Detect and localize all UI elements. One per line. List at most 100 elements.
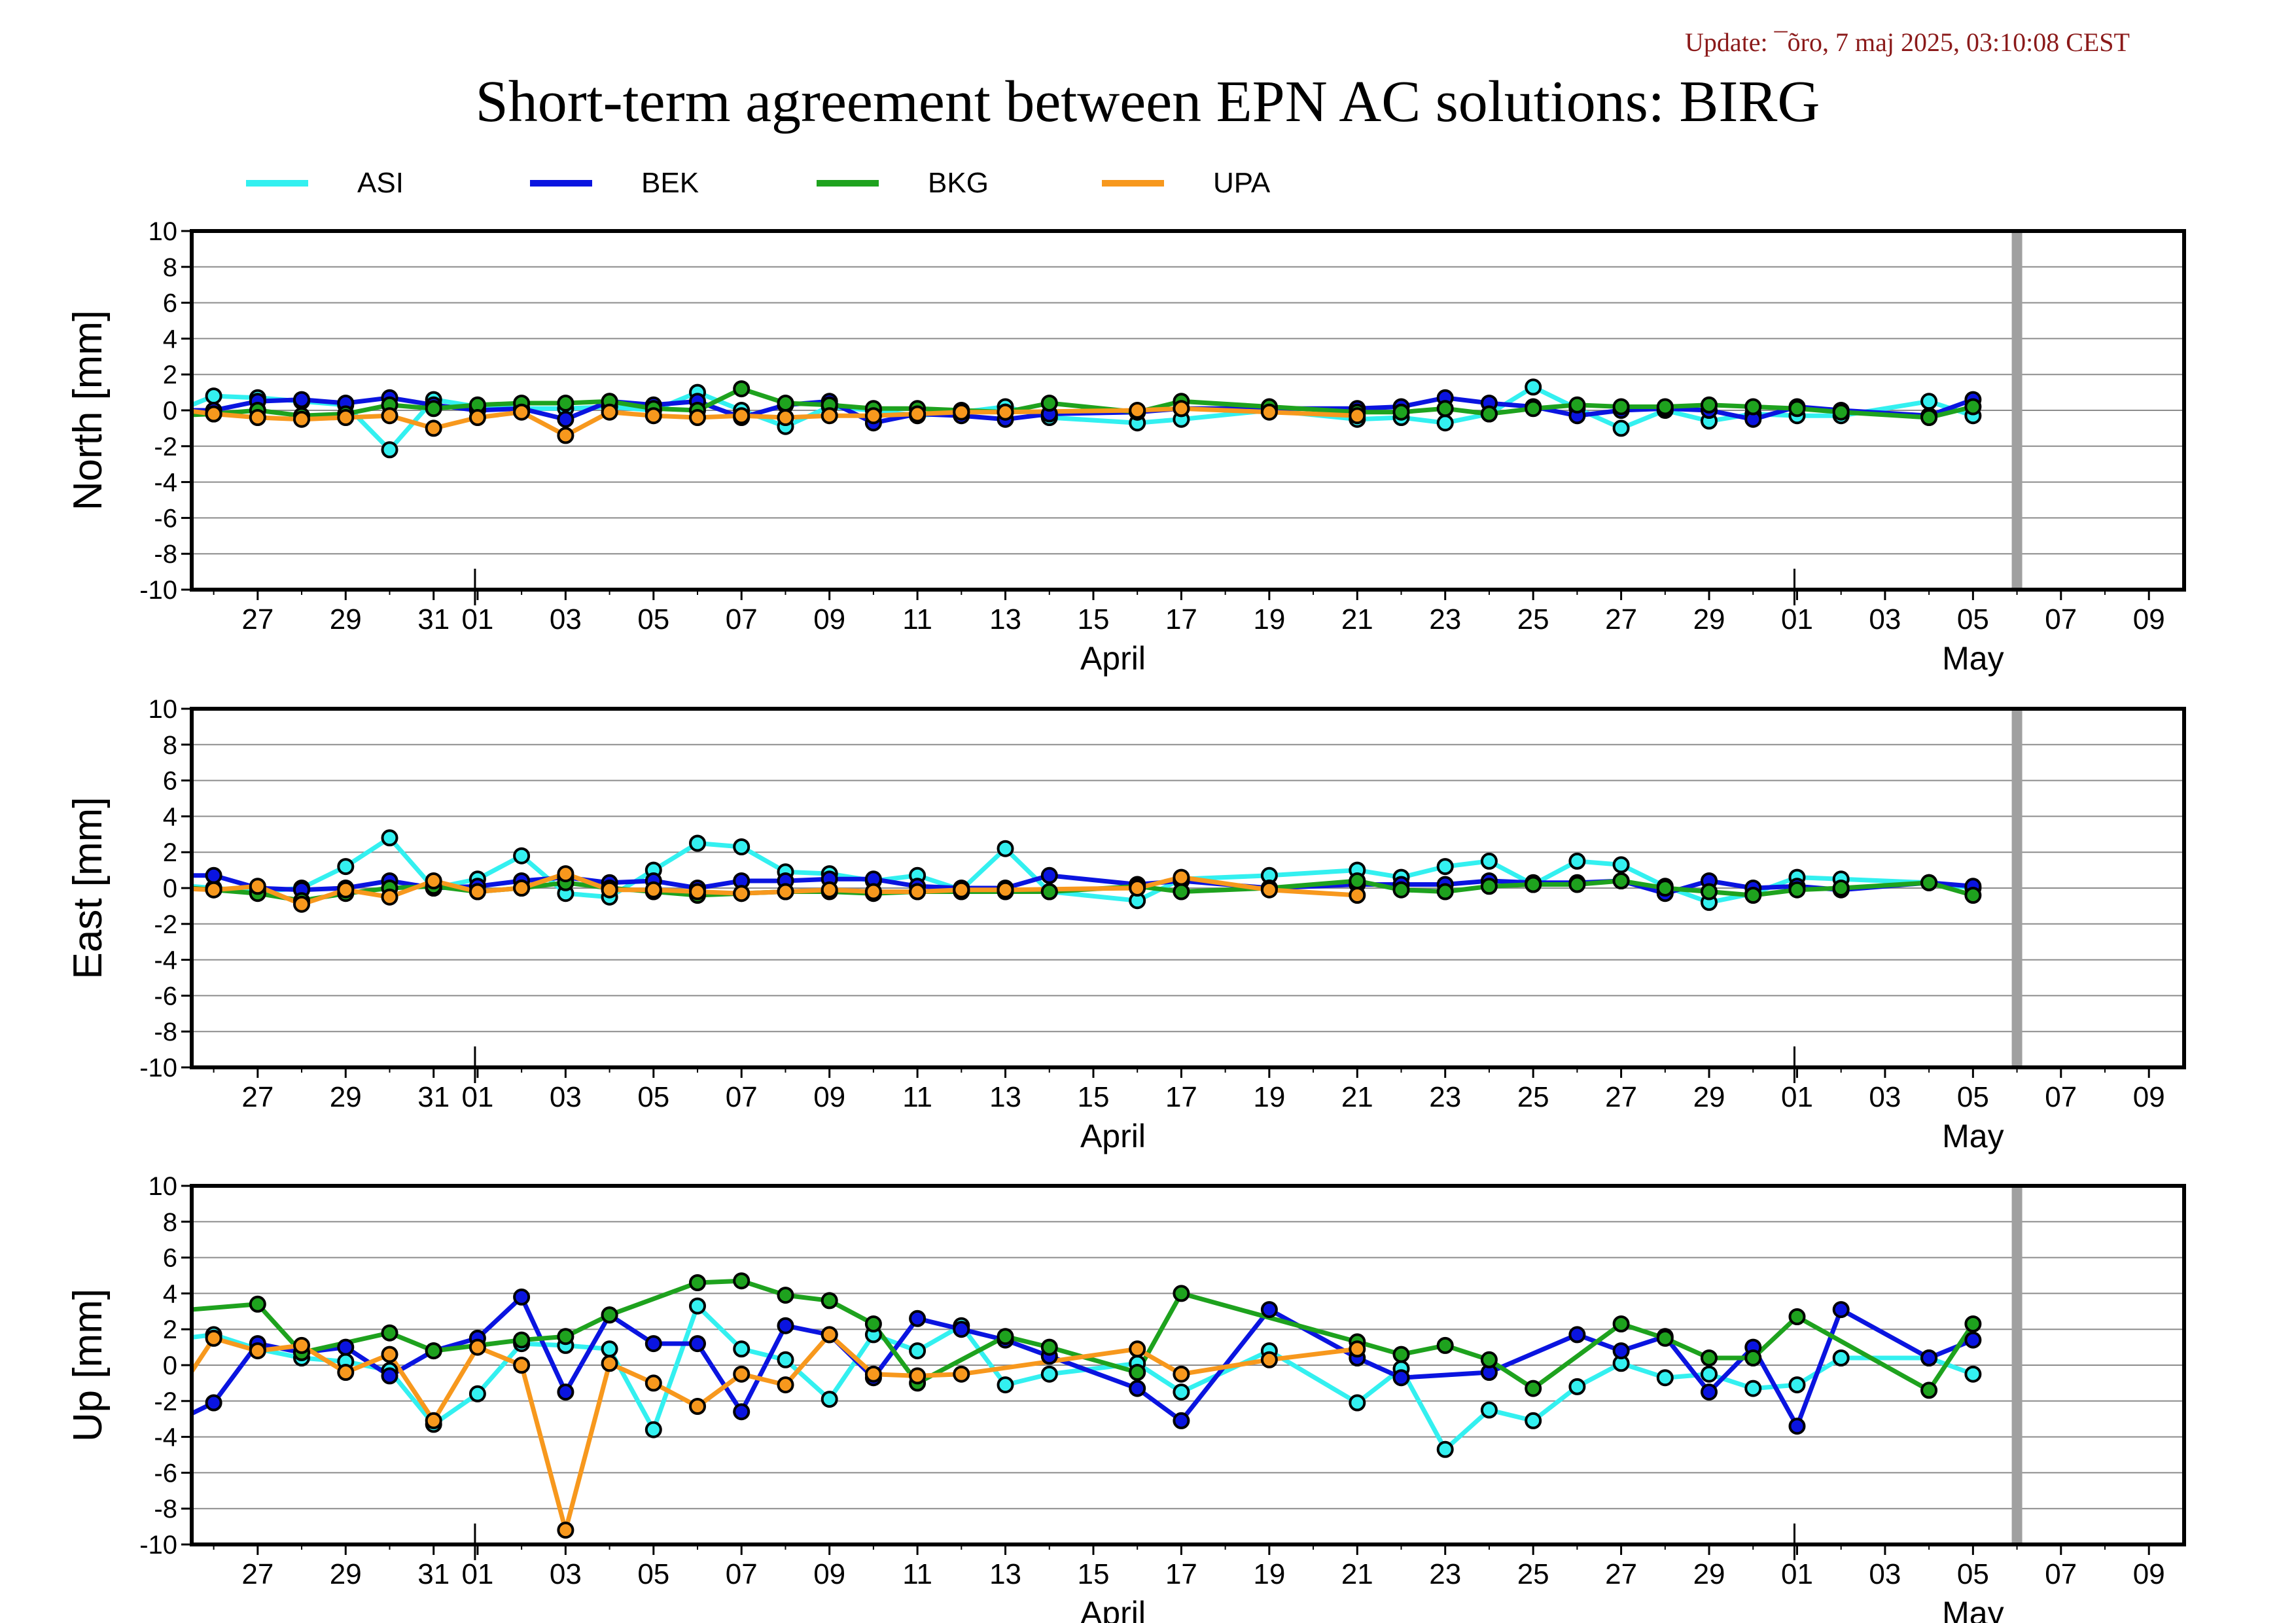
x-tick-label: 07 [726,603,758,635]
point-upa [1349,407,1366,425]
point-bek [381,1367,398,1385]
y-tick-label: 2 [163,1315,177,1344]
point-bkg [1525,876,1542,893]
point-asi [997,1376,1014,1394]
point-upa [249,409,266,426]
x-tick-label: 29 [1693,1558,1725,1590]
point-asi [1612,419,1630,437]
y-tick-label: -2 [154,910,177,939]
point-asi [733,838,751,855]
point-upa [1173,868,1190,886]
point-upa [1260,403,1278,421]
point-bek [953,1321,970,1338]
point-asi [601,1340,618,1358]
month-label-april: April [1080,640,1146,677]
point-bkg [1788,881,1806,899]
y-tick-label: -6 [154,1459,177,1488]
current-day-marker [2011,709,2022,1067]
point-bkg [1480,405,1498,423]
legend-label-bek: BEK [641,167,699,199]
point-upa [1349,1340,1366,1358]
point-asi [1744,1380,1762,1397]
x-tick-label: 31 [417,603,450,635]
x-tick-label: 25 [1517,1081,1549,1113]
x-tick-label: 11 [902,603,932,635]
point-bkg [513,1331,531,1349]
x-tick-label: 01 [461,1081,493,1113]
point-upa [953,881,970,899]
x-tick-label: 29 [1693,603,1725,635]
series-group [192,1272,1982,1539]
x-tick-label: 21 [1341,603,1373,635]
x-tick-label: 31 [417,1081,450,1113]
point-bkg [1701,396,1718,414]
point-bkg [1129,1364,1146,1381]
x-tick-label: 15 [1078,1081,1110,1113]
point-upa [468,883,486,901]
point-bkg [1612,872,1630,889]
point-upa [513,403,531,421]
point-upa [821,407,838,425]
x-tick-label: 07 [726,1081,758,1113]
point-upa [733,407,751,425]
x-tick-label: 15 [1078,1558,1110,1590]
point-asi [1964,1365,1982,1383]
point-bek [1920,1349,1938,1366]
x-tick-label: 17 [1165,1558,1197,1590]
point-bkg [1744,1349,1762,1366]
point-bkg [1701,883,1718,901]
legend: ASI BEK BKG UPA [246,167,1271,199]
y-tick-label: 0 [163,874,177,903]
point-asi [645,1421,662,1438]
point-bkg [1832,880,1850,897]
point-asi [1040,1365,1058,1383]
x-tick-label: 09 [2133,1081,2165,1113]
x-tick-label: 27 [241,603,274,635]
point-upa [337,881,355,899]
current-day-marker [2011,231,2022,590]
point-upa [468,409,486,426]
point-upa [205,1329,222,1347]
point-bek [1568,1326,1586,1344]
point-upa [689,1398,706,1415]
panel-1: 10 8 6 4 2 0 -2 -4 -6 -8 -10 27 29 31 01 03 05 07 09 11 13 15… [65,217,2186,677]
panel-3: 10 8 6 4 2 0 -2 -4 -6 -8 -10 27 29 31 01 03 05 07 09 11 13 15… [65,1172,2186,1623]
y-tick-label: 2 [163,361,177,389]
x-tick-label: 03 [550,603,582,635]
point-bkg [1701,1349,1718,1366]
point-upa [953,403,970,421]
x-tick-label: 01 [461,603,493,635]
plot-frame [190,707,2186,1069]
point-bkg [1173,1285,1190,1302]
point-upa [733,1365,751,1383]
point-upa [777,1376,794,1394]
point-bek [909,1310,927,1327]
x-tick-label: 07 [726,1558,758,1590]
y-tick-label: 10 [149,695,178,724]
point-asi [1788,1376,1806,1394]
point-asi [1525,1412,1542,1429]
point-bkg [1920,1382,1938,1399]
x-tick-label: 03 [1869,1558,1901,1590]
y-tick-label: 10 [149,1172,178,1201]
x-tick-label: 27 [241,1081,274,1113]
point-asi [1480,852,1498,870]
y-tick-label: -8 [154,1495,177,1524]
point-bkg [1788,400,1806,418]
point-asi [1832,1349,1850,1366]
point-bkg [1744,398,1762,416]
point-upa [689,409,706,426]
y-tick-label: -10 [139,1054,177,1082]
x-tick-label: 09 [2133,603,2165,635]
point-bkg [777,1287,794,1304]
x-tick-label: 23 [1429,1558,1461,1590]
y-tick-label: 10 [149,217,178,246]
point-bek [1173,1412,1190,1429]
point-bkg [1436,883,1454,901]
point-upa [425,1412,442,1429]
x-tick-label: 03 [1869,1081,1901,1113]
point-bkg [249,1295,266,1313]
point-bkg [1568,876,1586,893]
point-upa [249,1342,266,1360]
y-tick-label: -6 [154,982,177,1010]
